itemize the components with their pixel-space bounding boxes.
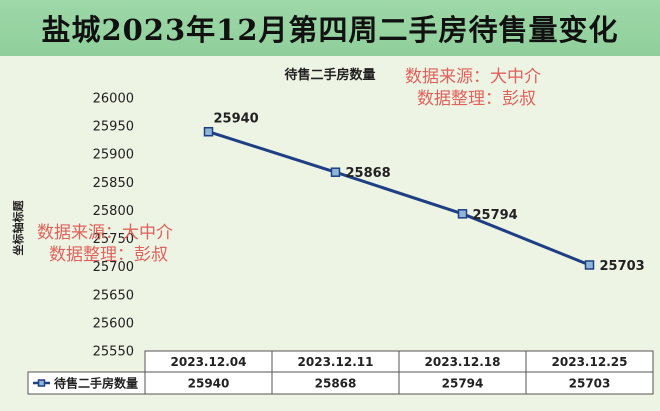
data-label: 25794 [473, 208, 518, 223]
data-point-marker [584, 260, 595, 270]
series-line [208, 130, 591, 267]
watermark-source-line: 数据来源：大中介 [37, 223, 173, 243]
data-labels: 25940 25868 25794 25703 [214, 112, 645, 274]
x-category-label: 2023.12.25 [552, 355, 628, 369]
data-label: 25868 [346, 166, 391, 181]
watermark-author-line: 数据整理：彭叔 [417, 89, 536, 109]
y-tick-label: 26000 [93, 92, 134, 107]
y-tick-label: 25600 [93, 316, 134, 331]
watermark-source-line: 数据来源：大中介 [405, 67, 541, 87]
watermark-left: 数据来源：大中介 数据整理：彭叔 [37, 222, 173, 266]
y-tick-label: 25900 [93, 148, 134, 163]
y-tick-label: 25750 [93, 232, 134, 247]
table-value-cell: 25940 [188, 377, 230, 391]
watermark-top: 数据来源：大中介 数据整理：彭叔 [405, 66, 541, 110]
x-category-label: 2023.12.11 [298, 355, 374, 369]
x-category-label: 2023.12.04 [171, 355, 247, 369]
page-title: 盐城2023年12月第四周二手房待售量变化 [41, 13, 619, 47]
y-tick-label: 25850 [93, 176, 134, 191]
data-point-marker [330, 167, 341, 177]
data-point-marker [203, 126, 214, 137]
table-value-cell: 25794 [442, 377, 484, 391]
chart-title: 待售二手房数量 [283, 67, 375, 83]
data-point-marker [457, 209, 468, 219]
data-label: 25940 [214, 112, 259, 127]
legend-marker [37, 379, 46, 387]
watermark-author-line: 数据整理：彭叔 [49, 245, 168, 265]
y-tick-label: 25550 [93, 345, 134, 360]
y-tick-label: 25950 [93, 120, 134, 135]
series-line-group [203, 126, 595, 270]
y-tick-label: 25650 [93, 288, 134, 303]
y-axis-title: 坐标轴标题 [11, 200, 25, 256]
y-axis-ticks: 26000 25950 25900 25850 25800 25750 25700 25650… [93, 92, 134, 360]
y-tick-label: 25700 [93, 260, 134, 275]
title-bar: 盐城2023年12月第四周二手房待售量变化 [0, 0, 660, 56]
legend-series-name: 待售二手房数量 [54, 376, 138, 391]
y-tick-label: 25800 [93, 204, 134, 219]
table-value-cell: 25868 [315, 377, 357, 391]
x-category-label: 2023.12.18 [425, 355, 501, 369]
data-table: 2023.12.04 2023.12.11 2023.12.18 2023.12.25… [27, 350, 654, 395]
table-value-cell: 25703 [569, 377, 611, 391]
data-label: 25703 [600, 259, 645, 274]
